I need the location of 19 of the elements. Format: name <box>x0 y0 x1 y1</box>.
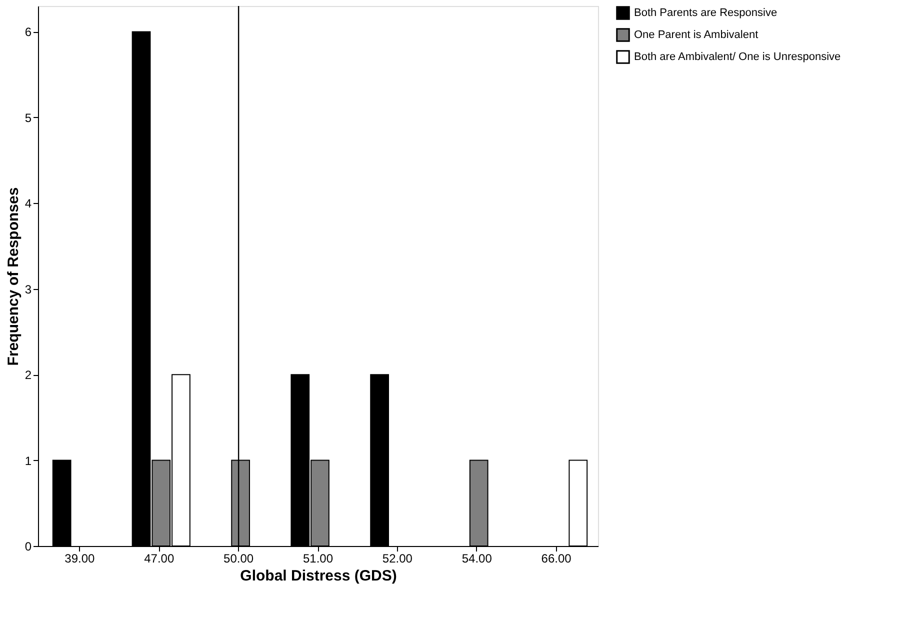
legend-label: Both are Ambivalent/ One is Unresponsive <box>634 51 841 63</box>
y-tick-label: 5 <box>24 110 32 125</box>
y-axis-title: Frequency of Responses <box>4 187 22 366</box>
legend-label: One Parent is Ambivalent <box>634 29 758 41</box>
y-tick-label: 6 <box>24 25 32 40</box>
x-tick-label: 54.00 <box>462 552 492 566</box>
x-tick-label: 50.00 <box>224 552 254 566</box>
y-tick-label: 2 <box>24 368 32 382</box>
x-tick-label: 52.00 <box>382 552 413 566</box>
legend-label: Both Parents are Responsive <box>634 7 778 19</box>
x-tick-label: 51.00 <box>302 552 334 566</box>
x-tick-label: 39.00 <box>64 552 96 566</box>
x-axis-title: Global Distress (GDS) <box>240 568 397 584</box>
x-tick-label: 66.00 <box>541 552 572 566</box>
y-tick-label: 3 <box>24 282 32 296</box>
y-tick-label: 0 <box>24 540 32 554</box>
y-tick-label: 4 <box>24 196 32 211</box>
x-tick-label: 47.00 <box>144 552 174 566</box>
y-tick-label: 1 <box>24 454 32 468</box>
